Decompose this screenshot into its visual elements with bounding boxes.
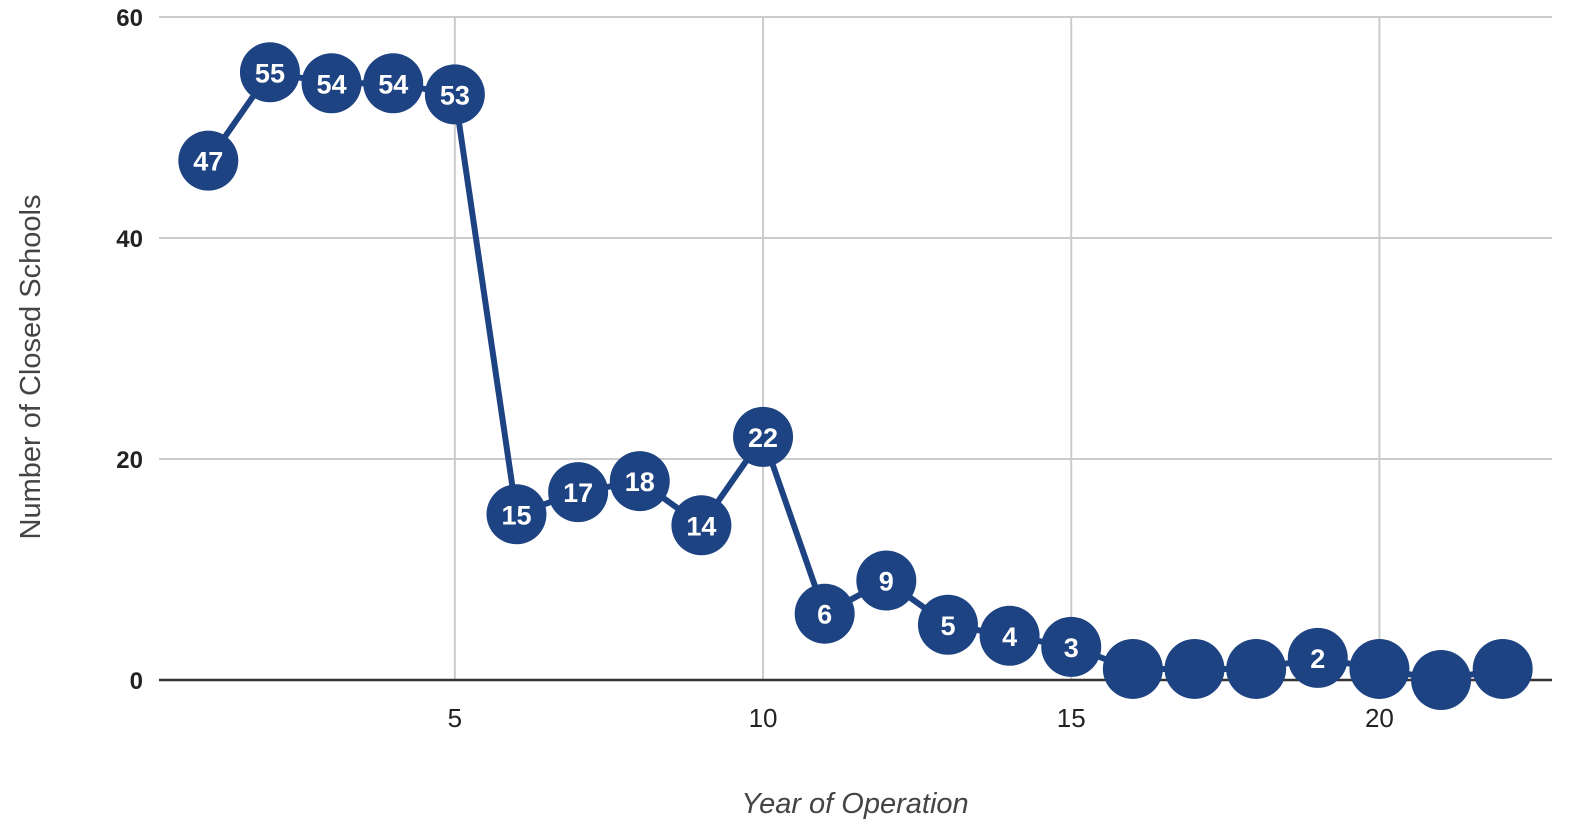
data-label: 6 [817,600,832,630]
data-point [548,462,609,523]
data-label: 53 [440,80,470,110]
y-axis-title: Number of Closed Schools [15,195,47,540]
data-point [178,130,239,191]
data-point [979,605,1040,666]
data-label: 2 [1310,644,1325,674]
data-point [301,53,362,114]
x-axis-ticks: 5 10 15 20 [448,703,1394,733]
data-point [1349,638,1410,699]
data-point [486,484,547,545]
x-axis-title: Year of Operation [741,788,968,820]
data-point [733,406,794,467]
y-tick-label: 0 [130,668,143,695]
data-label: 14 [686,511,716,541]
data-point [424,64,485,125]
data-label: 54 [378,69,408,99]
data-point [1164,638,1225,699]
data-label: 47 [193,147,223,177]
x-tick-label: 5 [448,703,462,733]
series-line [205,69,1504,683]
data-label: 17 [563,478,593,508]
data-label: 15 [501,500,531,530]
vertical-gridlines [453,17,1381,680]
data-label: 18 [625,467,655,497]
y-axis-ticks: 0 20 40 60 [116,5,143,695]
horizontal-gridlines [159,16,1552,682]
data-label: 3 [1064,633,1079,663]
x-tick-label: 10 [749,703,778,733]
data-point [363,53,424,114]
data-point [1287,627,1348,688]
data-point [671,495,732,556]
data-point [917,594,978,655]
data-label: 4 [1002,622,1017,652]
data-point [856,550,917,611]
data-point [794,583,855,644]
data-point [1102,638,1163,699]
x-tick-label: 15 [1057,703,1086,733]
data-point [1041,616,1102,677]
data-point [1411,650,1472,710]
y-tick-label: 40 [116,226,143,253]
y-tick-label: 60 [116,5,143,32]
y-tick-label: 20 [116,447,143,474]
data-point [1472,638,1533,699]
data-label: 55 [255,58,285,88]
data-point [609,451,670,512]
data-label: 9 [879,567,894,597]
x-tick-label: 20 [1365,703,1394,733]
data-label: 5 [940,611,955,641]
data-label: 54 [317,69,347,99]
series-closed-schools [205,69,1504,683]
data-point [1226,638,1287,699]
data-label: 22 [748,423,778,453]
data-point [239,42,300,103]
